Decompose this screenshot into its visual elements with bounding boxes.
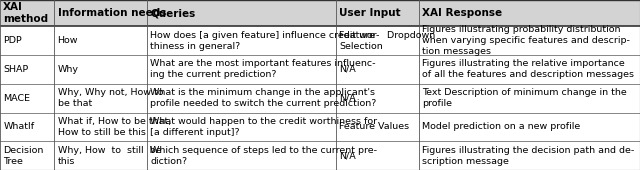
- Bar: [0, 0, 640, 26]
- Text: WhatIf: WhatIf: [3, 122, 35, 131]
- Text: Why: Why: [58, 65, 79, 74]
- Text: Figures illustrating probability distribution
when varying specific features and: Figures illustrating probability distrib…: [422, 25, 630, 56]
- Text: Model prediction on a new profile: Model prediction on a new profile: [422, 122, 580, 131]
- Text: Feature Values: Feature Values: [339, 122, 410, 131]
- Text: Feature    Dropdown
Selection: Feature Dropdown Selection: [339, 31, 435, 51]
- Text: How: How: [58, 36, 78, 45]
- Text: What are the most important features influenc-
ing the current prediction?: What are the most important features inf…: [150, 59, 376, 80]
- Text: N/A: N/A: [339, 94, 356, 103]
- Text: XAI
method: XAI method: [3, 2, 49, 24]
- Text: Why, How  to  still  be
this: Why, How to still be this: [58, 146, 161, 166]
- Text: Queries: Queries: [150, 8, 196, 18]
- Text: N/A: N/A: [339, 151, 356, 160]
- Text: What is the minimum change in the applicant's
profile needed to switch the curre: What is the minimum change in the applic…: [150, 88, 377, 108]
- Text: User Input: User Input: [339, 8, 401, 18]
- Text: What if, How to be that,
How to still be this: What if, How to be that, How to still be…: [58, 117, 171, 137]
- Text: How does [a given feature] influence credit wor-
thiness in general?: How does [a given feature] influence cre…: [150, 31, 380, 51]
- Text: PDP: PDP: [3, 36, 22, 45]
- Text: Figures illustrating the relative importance
of all the features and description: Figures illustrating the relative import…: [422, 59, 634, 80]
- Text: XAI Response: XAI Response: [422, 8, 502, 18]
- Text: MACE: MACE: [3, 94, 30, 103]
- Text: Text Description of minimum change in the
profile: Text Description of minimum change in th…: [422, 88, 627, 108]
- Text: Which sequence of steps led to the current pre-
diction?: Which sequence of steps led to the curre…: [150, 146, 378, 166]
- Text: What would happen to the credit worthiness for
[a different input]?: What would happen to the credit worthine…: [150, 117, 378, 137]
- Text: N/A: N/A: [339, 65, 356, 74]
- Text: Information needs: Information needs: [58, 8, 166, 18]
- Text: Why, Why not, How to
be that: Why, Why not, How to be that: [58, 88, 163, 108]
- Text: Figures illustrating the decision path and de-
scription message: Figures illustrating the decision path a…: [422, 146, 635, 166]
- Text: SHAP: SHAP: [3, 65, 28, 74]
- Text: Decision
Tree: Decision Tree: [3, 146, 44, 166]
